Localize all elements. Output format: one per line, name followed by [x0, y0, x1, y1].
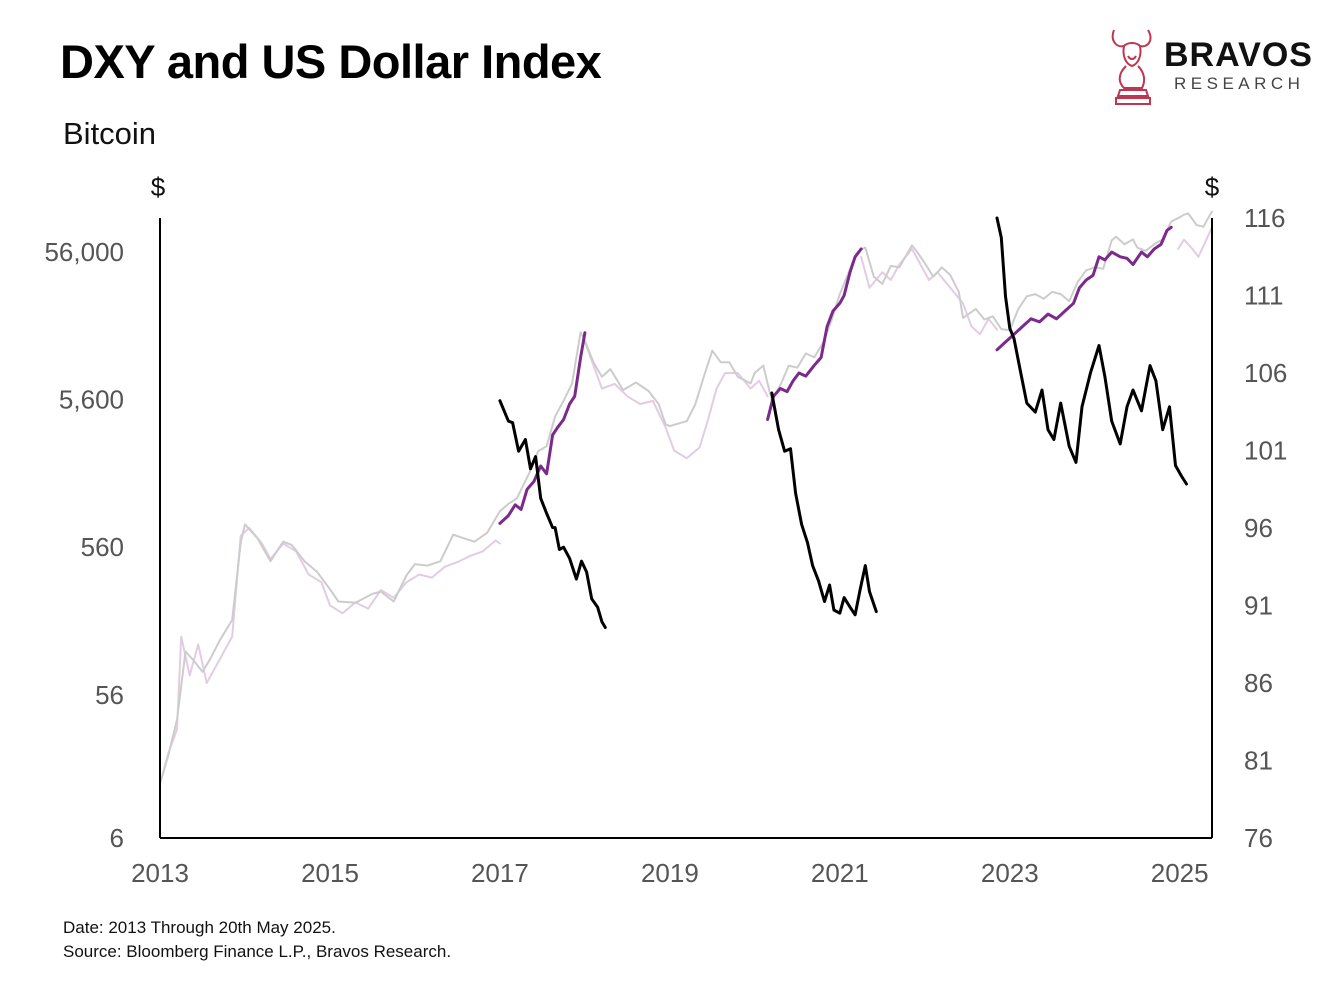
series-line-dxy-full-2-0	[159, 527, 501, 785]
series-line-bitcoin-highlight-1-2	[995, 216, 1188, 486]
left-tick-label: 56,000	[44, 237, 124, 267]
left-tick-label: 56	[95, 680, 124, 710]
date-note: Date: 2013 Through 20th May 2025.	[63, 918, 336, 937]
x-tick-label: 2015	[301, 858, 359, 888]
left-tick-label: 560	[81, 532, 124, 562]
bull-knight-icon	[1111, 29, 1152, 105]
logo-subtitle: RESEARCH	[1174, 74, 1305, 93]
right-tick-label: 116	[1244, 203, 1285, 233]
logo-wordmark: BRAVOS	[1164, 36, 1313, 74]
left-tick-label: 5,600	[59, 385, 124, 415]
series-line-bitcoin-highlight-1-1	[770, 391, 878, 617]
right-tick-label: 111	[1244, 281, 1284, 311]
right-tick-label: 81	[1244, 746, 1273, 776]
tick-layer: 2013 2015 2017 2019 2021 2023 2025 6 56 560 5,600 5…	[44, 203, 1287, 888]
x-tick-label: 2019	[641, 858, 699, 888]
series-line-dxy-full-4-0	[860, 248, 998, 336]
series-line-dxy-full-5-0	[1177, 226, 1213, 258]
x-tick-label: 2021	[811, 858, 869, 888]
series-line-dxy-highlight-6-0	[498, 331, 587, 525]
chart-title: DXY and US Dollar Index	[60, 35, 602, 88]
x-tick-label: 2013	[131, 858, 189, 888]
x-tick-label: 2017	[471, 858, 529, 888]
right-tick-label: 76	[1244, 823, 1273, 853]
right-tick-label: 101	[1244, 436, 1287, 466]
right-tick-label: 91	[1244, 591, 1273, 621]
right-tick-label: 106	[1244, 358, 1287, 388]
left-tick-label: 6	[110, 823, 124, 853]
source-note: Source: Bloomberg Finance L.P., Bravos R…	[63, 942, 452, 961]
right-tick-label: 96	[1244, 513, 1273, 543]
axis-layer	[159, 218, 1213, 839]
left-axis-unit: $	[151, 172, 166, 202]
series-layer	[159, 210, 1213, 785]
series-line-bitcoin-full-0-0	[159, 210, 1213, 785]
right-tick-label: 86	[1244, 668, 1273, 698]
series-line-bitcoin-highlight-1-0	[498, 399, 607, 629]
right-axis-unit: $	[1205, 172, 1220, 202]
chart-subtitle: Bitcoin	[63, 116, 157, 151]
series-line-dxy-full-3-0	[583, 341, 769, 460]
x-tick-label: 2025	[1151, 858, 1209, 888]
series-line-dxy-highlight-6-1	[766, 247, 863, 421]
bravos-logo: BRAVOS RESEARCH	[1108, 22, 1318, 112]
x-tick-label: 2023	[981, 858, 1039, 888]
series-line-dxy-highlight-6-2	[995, 225, 1173, 352]
